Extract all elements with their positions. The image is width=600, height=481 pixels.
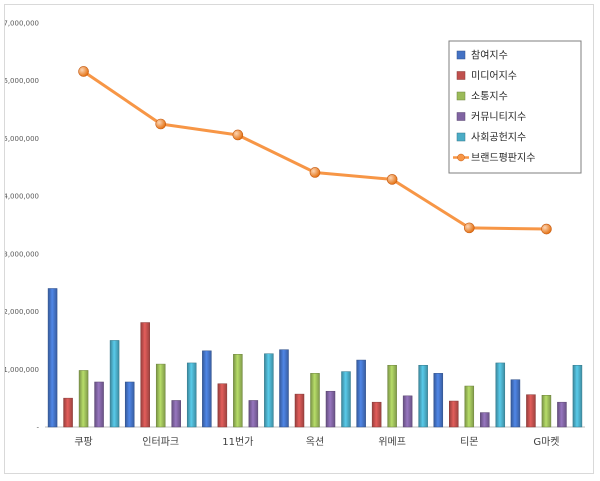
bar — [63, 397, 73, 428]
bar — [341, 371, 351, 428]
y-tick-label: 6,000,000 — [5, 77, 39, 85]
bar — [433, 373, 444, 428]
y-tick-label: - — [36, 424, 39, 432]
legend-swatch — [456, 112, 466, 121]
y-tick-label: 2,000,000 — [5, 308, 39, 316]
bar — [402, 395, 413, 428]
bar — [47, 288, 58, 428]
axis-layer: - 1,000,000 2,000,000 3,000,000 4,000,000 5,0… — [5, 20, 585, 448]
bar — [541, 395, 552, 428]
bar — [480, 412, 490, 428]
bar — [310, 373, 320, 428]
bar — [464, 385, 475, 428]
bar — [557, 401, 567, 428]
legend-label: 브랜드평판지수 — [471, 152, 535, 164]
bar — [325, 390, 336, 428]
bar — [233, 354, 243, 428]
legend-swatch — [456, 132, 466, 142]
legend-marker — [457, 153, 465, 162]
x-category-label: 위메프 — [378, 435, 406, 448]
line-point — [463, 222, 475, 234]
line-point — [309, 167, 321, 178]
bar — [124, 381, 135, 428]
x-category-label: 옥션 — [306, 436, 324, 448]
bar — [356, 359, 366, 428]
bar — [155, 363, 166, 428]
legend-swatch — [456, 71, 466, 80]
bar — [526, 394, 536, 428]
bar — [202, 350, 212, 428]
y-tick-label: 7,000,000 — [5, 20, 39, 28]
legend-label: 미디어지수 — [471, 70, 517, 82]
line-point — [386, 174, 398, 185]
y-tick-label: 1,000,000 — [5, 366, 39, 374]
line-point — [232, 129, 244, 141]
bar — [418, 364, 428, 428]
bar — [140, 322, 150, 428]
chart-frame: - 1,000,000 2,000,000 3,000,000 4,000,000 5,0… — [4, 4, 594, 474]
y-tick-label: 3,000,000 — [5, 250, 39, 258]
bar — [279, 349, 289, 428]
legend-label: 소통지수 — [471, 91, 508, 103]
legend-label: 참여지수 — [471, 50, 508, 62]
y-tick-label: 4,000,000 — [5, 193, 39, 201]
line-layer — [78, 66, 552, 235]
bars-layer — [47, 288, 583, 428]
bar — [264, 353, 274, 428]
bar — [186, 362, 197, 428]
bar — [510, 379, 521, 428]
bar — [171, 400, 181, 428]
line-point — [78, 66, 89, 77]
y-tick-label: 5,000,000 — [5, 135, 39, 143]
x-category-label: G마켓 — [533, 436, 559, 448]
bar — [572, 364, 583, 428]
legend-label: 사회공헌지수 — [471, 132, 526, 144]
bar — [78, 370, 89, 428]
bar — [387, 364, 397, 428]
x-category-label: 쿠팡 — [74, 436, 92, 448]
x-category-label: 11번가 — [222, 436, 253, 448]
bar — [449, 400, 459, 428]
legend-label: 커뮤니티지수 — [471, 111, 526, 123]
bar — [248, 400, 259, 428]
bar — [217, 383, 228, 428]
legend-swatch — [456, 91, 466, 101]
bar — [294, 393, 305, 428]
line-point — [155, 118, 167, 130]
line-point — [541, 223, 552, 235]
legend-box — [448, 40, 582, 174]
x-category-label: 인터파크 — [142, 436, 179, 448]
bar — [371, 401, 382, 428]
bar — [495, 362, 506, 428]
x-category-label: 티몬 — [460, 436, 478, 448]
bar — [94, 381, 104, 428]
brand-reputation-chart: - 1,000,000 2,000,000 3,000,000 4,000,000 5,0… — [5, 20, 585, 448]
legend-swatch — [456, 50, 466, 60]
bar — [109, 340, 120, 428]
